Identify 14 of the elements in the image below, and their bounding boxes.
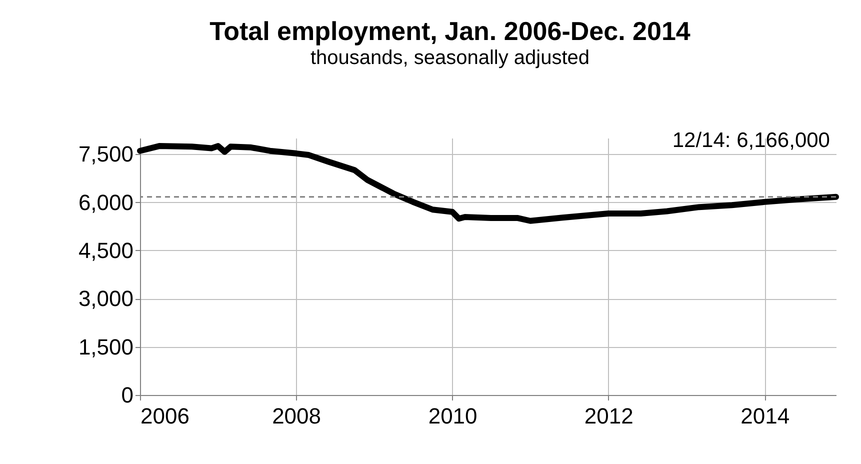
y-tick-label: 0: [121, 382, 134, 408]
x-tick-label: 2008: [272, 404, 322, 428]
x-tick-label: 2012: [584, 404, 634, 428]
y-tick-label: 6,000: [78, 190, 134, 215]
y-tick-label: 7,500: [78, 142, 134, 167]
x-tick-label: 2006: [140, 404, 190, 428]
y-tick-label: 4,500: [78, 238, 134, 263]
chart-subtitle: thousands, seasonally adjusted: [310, 46, 590, 69]
y-tick-label: 3,000: [78, 286, 134, 312]
x-tick-label: 2014: [740, 404, 790, 428]
chart-title: Total employment, Jan. 2006-Dec. 2014: [210, 16, 691, 46]
y-tick-label: 1,500: [78, 334, 134, 360]
annotation: 12/14: 6,166,000: [672, 128, 830, 152]
x-tick-label: 2010: [428, 404, 478, 428]
